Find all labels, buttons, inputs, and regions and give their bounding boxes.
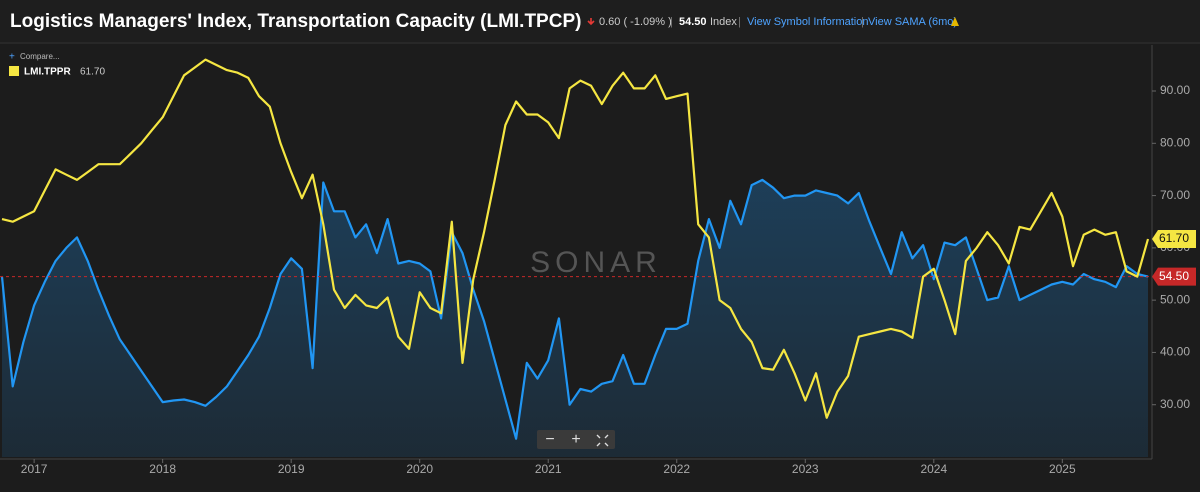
y-tick-label: 30.00 [1160,397,1190,411]
title: Logistics Managers' Index, Transportatio… [10,11,581,32]
x-tick-label: 2018 [149,462,176,476]
y-tick-label: 40.00 [1160,345,1190,359]
series-line [1,58,1150,419]
last-value-label: 61.70 [1159,231,1189,245]
legend-label: LMI.TPPR [24,67,71,78]
compare-plus[interactable]: + [9,52,15,63]
zoom-controls: − + [537,430,615,449]
change: 0.60 ( -1.09% ) [599,16,672,28]
x-tick-label: 2021 [535,462,562,476]
x-tick-label: 2024 [920,462,947,476]
sama-link[interactable]: View SAMA (6mo) [868,16,957,28]
last-value-tag [1152,229,1196,248]
x-tick-label: 2025 [1049,462,1076,476]
sama-icon [951,17,959,26]
zoom-in[interactable]: + [571,431,580,448]
x-tick-label: 2019 [278,462,305,476]
x-tick-label: 2017 [21,462,48,476]
down-arrow [587,18,595,26]
last-value-label: 54.50 [1159,269,1189,283]
unit: Index [710,16,737,28]
last-value: 54.50 [679,16,707,28]
series-line [0,178,1149,440]
symbol-info-link[interactable]: View Symbol Information [747,16,868,28]
separator: | [861,16,864,28]
zoom-out[interactable]: − [545,431,554,448]
y-tick-label: 70.00 [1160,188,1190,202]
separator: | [738,16,741,28]
series-area [2,179,1148,457]
separator: | [670,16,673,28]
reset-zoom[interactable] [596,434,609,447]
x-tick-label: 2022 [663,462,690,476]
watermark: SONAR [530,246,662,279]
header-bar [0,0,1200,43]
y-tick-label: 50.00 [1160,292,1190,306]
legend-swatch [9,66,19,76]
last-value-tag [1152,267,1196,286]
y-tick-label: 90.00 [1160,83,1190,97]
x-tick-label: 2023 [792,462,819,476]
legend-value: 61.70 [80,67,105,78]
y-tick-label: 80.00 [1160,135,1190,149]
zoom-panel [537,430,615,449]
x-tick-label: 2020 [406,462,433,476]
compare-button[interactable]: Compare... [20,52,60,61]
plot [0,58,1152,457]
